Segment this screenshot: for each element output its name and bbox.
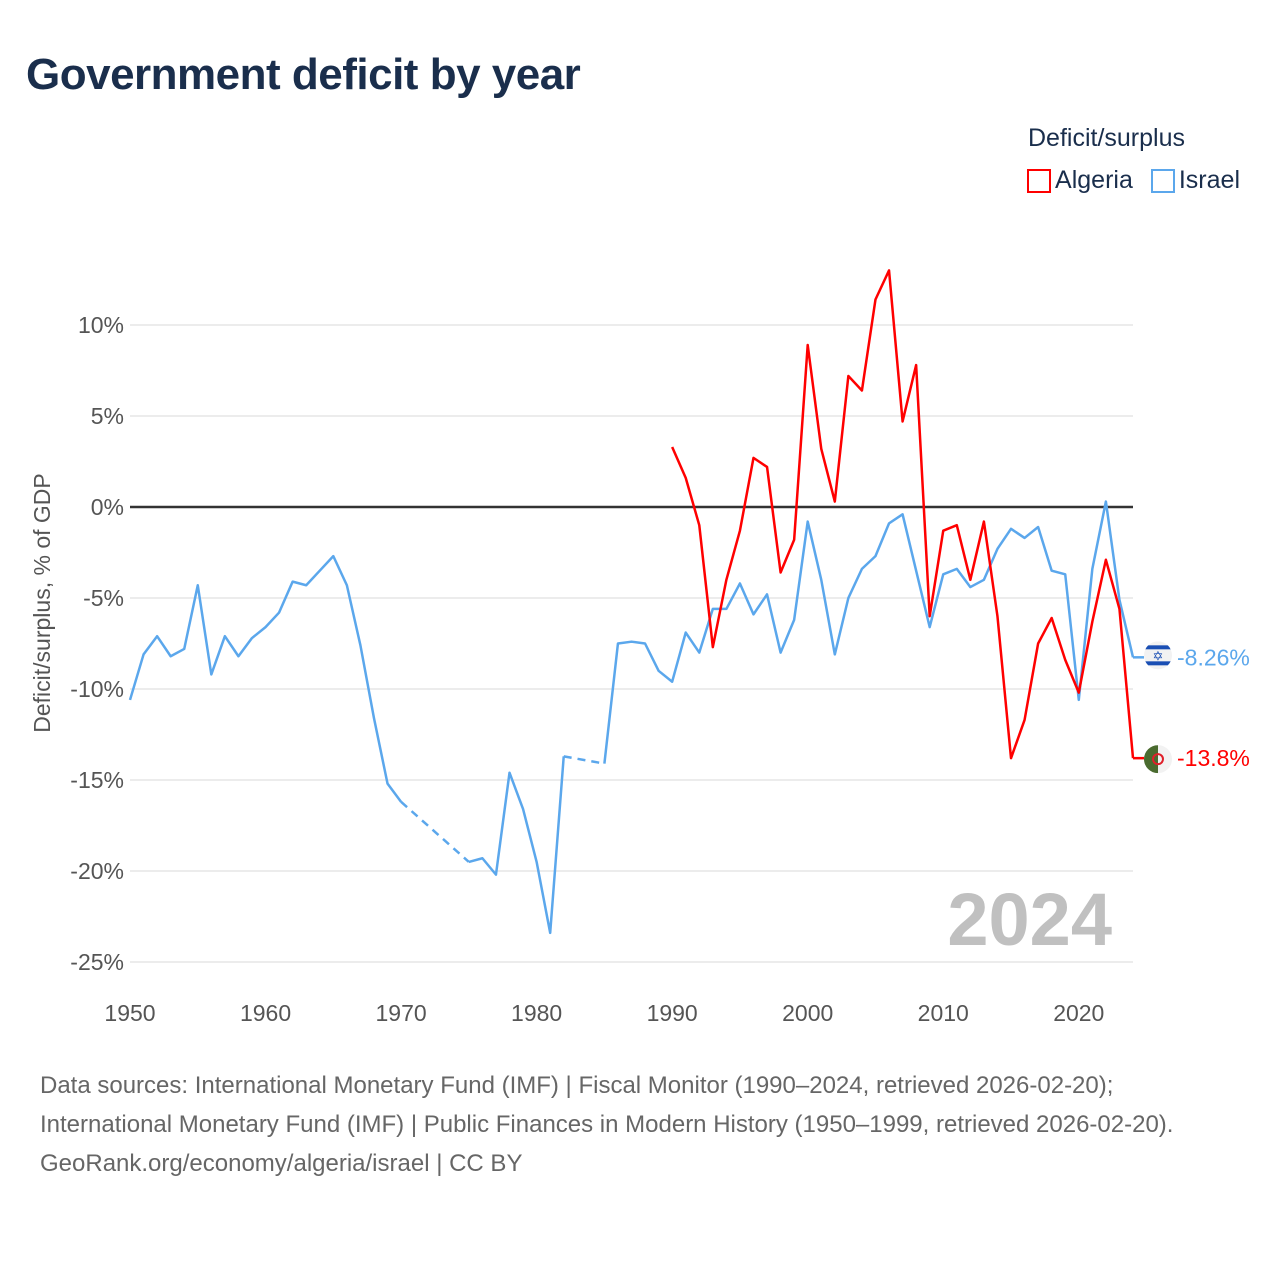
algeria-flag-icon [1144,745,1172,774]
source-footer: Data sources: International Monetary Fun… [40,1066,1240,1183]
svg-text:✡: ✡ [1153,649,1164,664]
year-watermark: 2024 [947,878,1112,961]
line-chart: 10% 5% 0% -5% -10% -15% -20% -25% 1950 1960 1970 19… [29,269,1250,1026]
chart-title: Government deficit by year [26,50,581,99]
x-tick-label: 2000 [782,1000,833,1026]
legend-item-israel[interactable]: Israel [1150,166,1240,195]
x-tick-label: 1950 [104,1000,155,1026]
series-gap-israel [400,800,470,863]
y-tick-label: 5% [91,403,124,429]
legend-item-algeria[interactable]: Algeria [1027,166,1133,195]
legend-label-israel: Israel [1178,166,1240,194]
x-tick-label: 2010 [918,1000,969,1026]
y-tick-label: -20% [70,858,124,884]
series-line-algeria [671,269,1135,760]
y-tick-label: -10% [70,676,124,702]
x-tick-label: 1990 [647,1000,698,1026]
series-line-israel [128,554,403,803]
series-line-israel [468,756,565,935]
y-tick-label: -15% [70,767,124,793]
x-tick-label: 1970 [375,1000,426,1026]
legend: Algeria Israel [1027,166,1240,195]
y-tick-label: -5% [83,585,124,611]
legend-title: Deficit/surplus [1028,124,1185,152]
x-tick-label: 1960 [240,1000,291,1026]
attribution-link[interactable]: GeoRank.org/economy/algeria/israel | CC … [40,1150,523,1177]
data-sources-text: Data sources: International Monetary Fun… [40,1072,1174,1138]
y-tick-label: 10% [78,312,124,338]
end-value-label-algeria: -13.8% [1177,745,1250,771]
legend-swatch-algeria [1027,168,1052,193]
y-tick-label: -25% [70,949,124,975]
legend-label-algeria: Algeria [1055,166,1133,194]
israel-flag-icon: ✡ [1144,641,1172,670]
x-tick-label: 1980 [511,1000,562,1026]
y-tick-label: 0% [91,494,124,520]
series-line-israel [603,500,1135,764]
x-tick-label: 2020 [1053,1000,1104,1026]
series-gap-israel [563,755,605,765]
end-value-label-israel: -8.26% [1177,644,1250,670]
legend-swatch-israel [1150,168,1175,193]
y-axis-label: Deficit/surplus, % of GDP [29,473,55,732]
